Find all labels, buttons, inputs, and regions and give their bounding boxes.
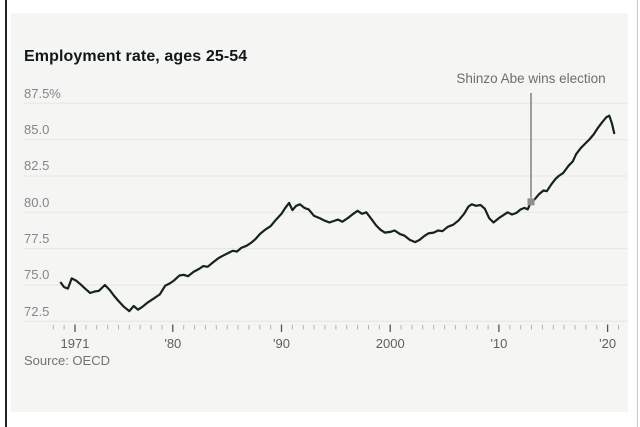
left-edge-line [5,0,7,427]
x-axis-label: '90 [273,336,290,351]
x-axis-label: '10 [490,336,508,351]
y-axis-label: 77.5 [24,231,50,247]
y-axis-label: 72.5 [24,303,50,319]
y-axis-label: 85.0 [24,122,50,138]
x-axis-label: 2000 [375,336,405,351]
x-axis-label: '80 [164,336,182,351]
chart-title: Employment rate, ages 25-54 [24,48,248,65]
annotation-label: Shinzo Abe wins election [456,71,606,86]
annotation-marker [527,198,535,206]
x-axis-label: '20 [599,336,617,351]
right-edge-line [637,0,638,427]
y-axis-label: 82.5 [24,158,50,174]
y-axis-label: 80.0 [24,194,50,210]
y-axis-label: 87.5% [24,85,61,101]
x-axis-label: 1971 [60,336,90,351]
y-axis-label: 75.0 [24,267,50,283]
source-label: Source: OECD [24,353,110,368]
